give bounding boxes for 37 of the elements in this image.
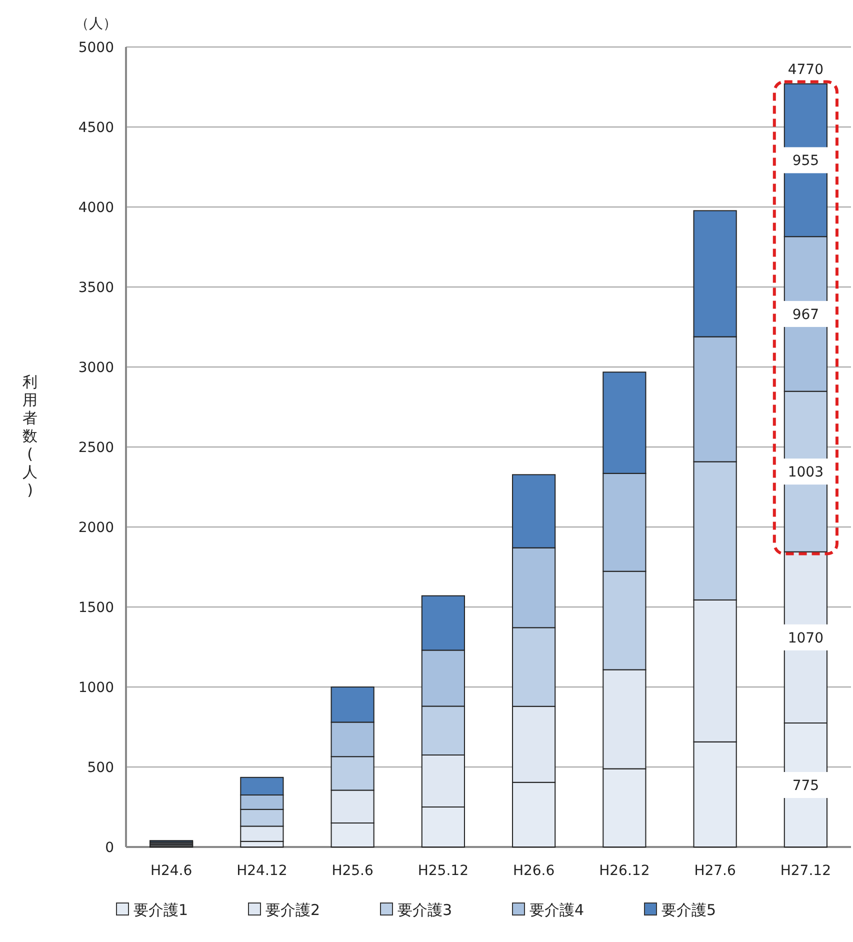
- legend-label: 要介護3: [398, 901, 452, 919]
- y-tick-label: 0: [105, 840, 114, 856]
- legend-label: 要介護5: [662, 901, 716, 919]
- y-tick-label: 1000: [78, 680, 114, 696]
- x-tick-label: H26.6: [512, 863, 555, 879]
- legend-label: 要介護2: [266, 901, 320, 919]
- data-label: 967: [792, 306, 820, 323]
- y-tick-label: 3500: [78, 280, 114, 296]
- x-tick-label: H24.6: [150, 863, 192, 879]
- total-label: 4770: [788, 62, 824, 78]
- legend-label: 要介護4: [530, 901, 584, 919]
- legend-item: 要介護5: [644, 901, 716, 919]
- legend-item: 要介護4: [512, 901, 584, 919]
- x-tick-label: H24.12: [236, 863, 288, 879]
- legend-label: 要介護1: [134, 901, 188, 919]
- data-label: 775: [792, 778, 820, 794]
- y-tick-label: 2000: [78, 520, 114, 536]
- data-label: 1003: [788, 464, 824, 481]
- x-tick-label: H27.12: [780, 863, 831, 879]
- data-label: 1070: [788, 630, 824, 646]
- text: （人）: [75, 16, 117, 32]
- legend-item: 要介護1: [116, 901, 188, 919]
- y-tick-label: 4000: [78, 200, 114, 216]
- legend-item: 要介護2: [248, 901, 320, 919]
- y-tick-label: 5000: [78, 40, 114, 56]
- x-tick-label: H25.6: [332, 863, 374, 879]
- y-tick-label: 1500: [78, 600, 114, 616]
- legend-item: 要介護3: [380, 901, 452, 919]
- y-tick-label: 2500: [78, 440, 114, 456]
- y-tick-label: 3000: [78, 360, 114, 376]
- x-tick-label: H26.12: [599, 863, 650, 879]
- x-tick-label: H25.12: [418, 863, 468, 879]
- data-label: 955: [792, 153, 820, 170]
- y-tick-label: 4500: [78, 120, 114, 136]
- x-tick-label: H27.6: [694, 863, 736, 879]
- y-axis-title: 利用者数(人): [22, 373, 38, 499]
- y-tick-label: 500: [87, 760, 114, 776]
